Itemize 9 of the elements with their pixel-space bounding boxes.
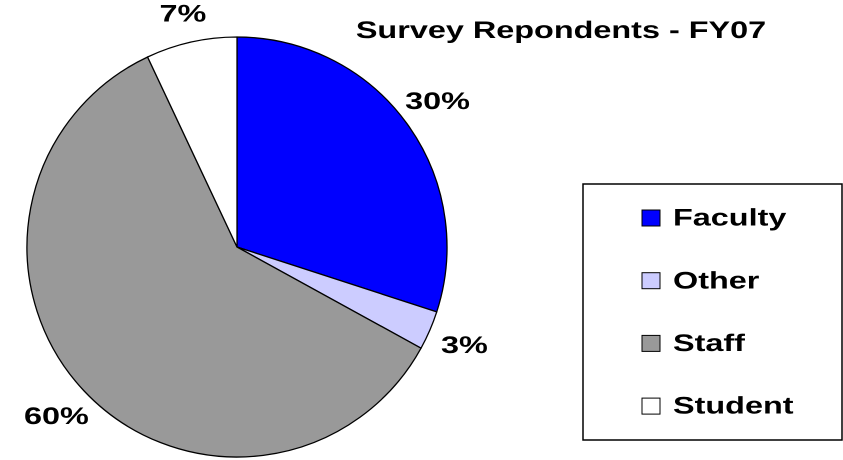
legend-label: Staff [673, 330, 746, 357]
data-label: 60% [24, 403, 89, 430]
data-label: 30% [405, 88, 470, 115]
text: Survey Repondents - FY07 [356, 16, 766, 44]
legend-label: Faculty [673, 204, 787, 232]
data-label: 3% [441, 332, 488, 359]
data-label: 7% [160, 0, 206, 28]
legend-label: Other [673, 267, 760, 294]
legend-label: Student [673, 392, 794, 420]
